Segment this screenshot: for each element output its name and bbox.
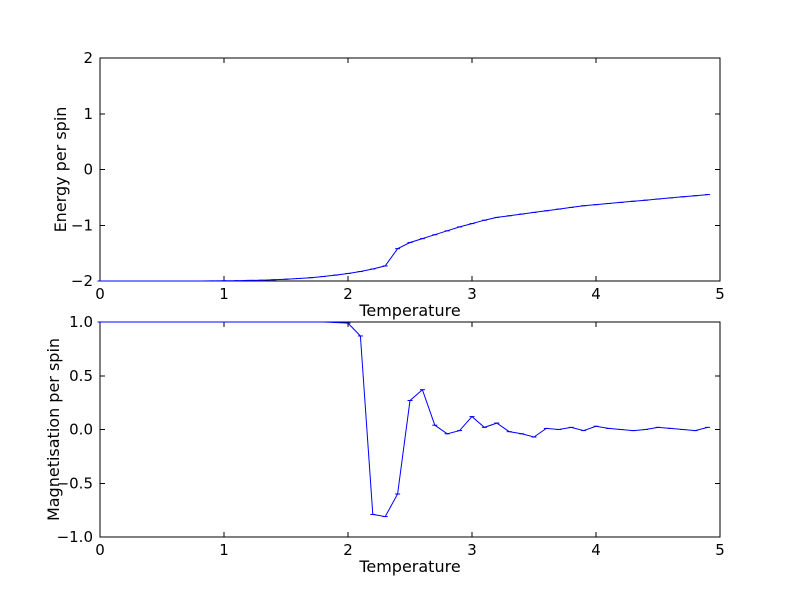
axes-box [99,57,721,282]
y-tick-label: 2 [83,49,93,67]
x-tick-label: 0 [95,541,105,559]
x-tick-label: 4 [591,541,601,559]
y-tick-label: 0.5 [69,367,93,385]
x-tick-label: 2 [343,285,353,303]
y-tick-label: −0.5 [57,474,93,492]
y-tick-label: 1.0 [69,313,93,331]
y-tick-label: 1 [83,105,93,123]
energy-line [100,194,708,282]
magnetisation-line [100,321,708,518]
energy-line-markers [97,194,711,282]
x-axis-label: Temperature [358,557,460,576]
x-tick-label: 3 [467,285,477,303]
energy-subplot: 0 1 2 3 4 5 −2 −1 0 1 2 Temperature Energy per spin [51,49,725,320]
y-tick-label: −2 [71,272,93,290]
y-tick-label: −1 [71,216,93,234]
y-tick-label: −1.0 [57,528,93,546]
x-tick-label: 4 [591,285,601,303]
x-tick-label: 3 [467,541,477,559]
axes-box [99,321,721,538]
x-tick-label: 5 [715,541,725,559]
x-tick-label: 1 [219,285,229,303]
y-axis-label: Energy per spin [51,107,70,233]
y-axis-label: Magnetisation per spin [44,338,63,521]
x-tick-label: 0 [95,285,105,303]
x-tick-label: 2 [343,541,353,559]
y-tick-label: 0.0 [69,421,93,439]
magnetisation-subplot: 0 1 2 3 4 5 −1.0 −0.5 0.0 0.5 1.0 Temperature Magnet… [44,313,725,576]
x-tick-label: 1 [219,541,229,559]
x-axis-label: Temperature [358,301,460,320]
x-tick-label: 5 [715,285,725,303]
magnetisation-line-markers [97,321,711,518]
y-tick-label: 0 [83,161,93,179]
